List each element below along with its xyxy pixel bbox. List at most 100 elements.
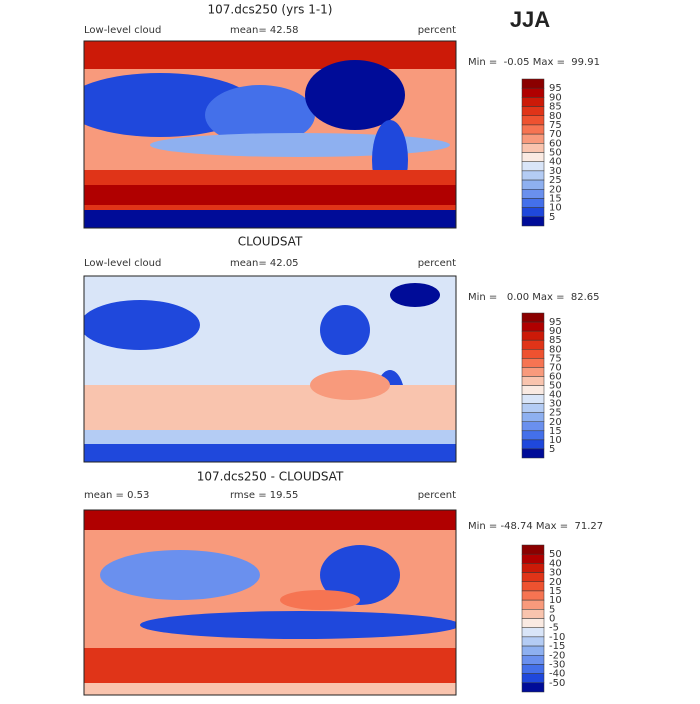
colorbar-label: 30 [549, 166, 562, 177]
colorbar-box [521, 115, 545, 126]
colorbar-box [521, 367, 545, 377]
colorbar-label: 50 [549, 148, 562, 159]
map-field [84, 648, 456, 683]
panel-title: 107.dcs250 - CLOUDSAT [197, 470, 344, 484]
colorbar-label: 10 [549, 595, 562, 606]
colorbar-label: 20 [549, 184, 562, 195]
colorbar-box [521, 124, 545, 135]
colorbar-label: 40 [549, 157, 562, 168]
colorbar-label: 60 [549, 371, 562, 382]
colorbar-label: 70 [549, 129, 562, 140]
colorbar-label: 5 [549, 212, 555, 223]
map-field [84, 683, 456, 695]
colorbar-label: 90 [549, 92, 562, 103]
colorbar-label: 70 [549, 362, 562, 373]
stat-label: mean= 42.58 [230, 25, 299, 36]
colorbar-label: 80 [549, 344, 562, 355]
colorbar-label: 5 [549, 604, 555, 615]
colorbar-label: 0 [549, 614, 555, 625]
colorbar-box [521, 189, 545, 199]
colorbar-label: 75 [549, 120, 562, 131]
colorbar-box [521, 645, 545, 656]
map-field [84, 510, 456, 530]
min-max-label: Min = 0.00 Max = 82.65 [468, 292, 600, 303]
map [84, 276, 456, 462]
panel-title: 107.dcs250 (yrs 1-1) [208, 3, 333, 17]
colorbar-box [521, 106, 545, 116]
colorbar-box [521, 590, 545, 601]
colorbar-box [521, 358, 545, 368]
colorbar-label: 50 [549, 549, 562, 560]
colorbar-label: 25 [549, 408, 562, 419]
colorbar-box [521, 682, 545, 693]
field-label: Low-level cloud [84, 25, 161, 36]
colorbar-label: 5 [549, 444, 555, 455]
colorbar-box [521, 581, 545, 592]
colorbar-box [521, 216, 545, 227]
colorbar-label: 15 [549, 426, 562, 437]
map-field [84, 210, 456, 228]
colorbar-box [521, 87, 545, 98]
colorbar-box [521, 143, 545, 153]
field-label: Low-level cloud [84, 258, 161, 269]
colorbar-label: -10 [549, 632, 565, 643]
map-field [320, 545, 400, 605]
units-label: percent [418, 490, 456, 501]
colorbar-box [521, 609, 545, 619]
colorbar-box [521, 553, 545, 564]
colorbar-label: 95 [549, 83, 562, 94]
map-field [84, 300, 200, 350]
map-field [320, 305, 370, 355]
colorbar-box [521, 618, 545, 628]
colorbar-box [521, 161, 545, 172]
map [84, 41, 456, 228]
colorbar-label: 25 [549, 175, 562, 186]
min-max-label: Min = -0.05 Max = 99.91 [468, 57, 600, 68]
map-field [280, 590, 360, 610]
colorbar-box [521, 207, 545, 218]
colorbar-label: 40 [549, 390, 562, 401]
map-field [310, 370, 390, 400]
map-field [205, 85, 315, 145]
map [84, 510, 456, 695]
colorbar-box [521, 599, 545, 610]
colorbar-label: 15 [549, 586, 562, 597]
map-field [84, 41, 456, 69]
colorbar-box [521, 421, 545, 432]
colorbar-label: 10 [549, 435, 562, 446]
panel-title: CLOUDSAT [238, 235, 303, 249]
colorbar-box [521, 170, 545, 181]
map-field [305, 60, 405, 130]
map-field [140, 611, 456, 639]
map-frame [83, 509, 457, 696]
season-label: JJA [510, 7, 550, 32]
colorbar-label: 60 [549, 138, 562, 149]
colorbar-label: 10 [549, 203, 562, 214]
colorbar-box [521, 403, 545, 413]
colorbar-box [521, 152, 545, 162]
map-field [84, 430, 456, 444]
colorbar-label: 90 [549, 326, 562, 337]
colorbar-box [521, 198, 545, 208]
colorbar-box [521, 385, 545, 395]
colorbar-box [521, 412, 545, 422]
colorbar-box [521, 439, 545, 450]
colorbar-label: -50 [549, 678, 565, 689]
map-field [84, 185, 456, 205]
map-field [84, 385, 456, 430]
colorbar-label: 30 [549, 568, 562, 579]
units-label: percent [418, 25, 456, 36]
map-field [84, 444, 456, 462]
colorbar-box [521, 78, 545, 89]
colorbar-label: -15 [549, 641, 565, 652]
colorbar-box [521, 312, 545, 323]
colorbar-box [521, 655, 545, 665]
map-frame [83, 275, 457, 463]
colorbar-label: 80 [549, 111, 562, 122]
colorbar-label: 85 [549, 102, 562, 113]
map-field [390, 283, 440, 307]
colorbar-box [521, 97, 545, 107]
colorbar-box [521, 394, 545, 404]
colorbar-box [521, 563, 545, 573]
colorbar-box [521, 544, 545, 555]
